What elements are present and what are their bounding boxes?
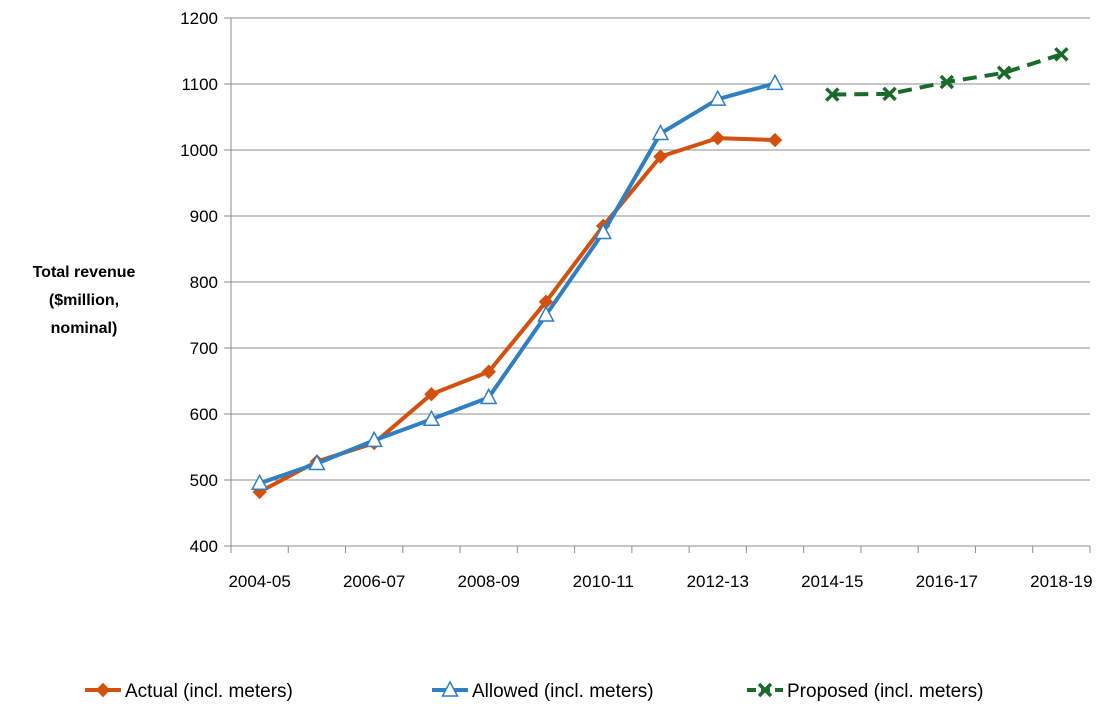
x-marker-stroke [882,86,897,102]
y-tick-label: 1200 [180,9,218,28]
data-point [250,473,269,491]
legend-swatch-marker [95,682,111,698]
data-point [424,386,439,402]
x-tick-label: 2006-07 [343,572,405,591]
data-point [767,132,783,148]
x-tick-label: 2014-15 [801,572,863,591]
series-2 [250,73,784,491]
legend-swatch-marker [441,680,459,697]
y-axis-label-line-3: nominal) [51,320,118,337]
data-point [882,86,897,102]
series-1 [252,130,783,500]
x-tick-label: 2018-19 [1030,572,1092,591]
x-marker-stroke [1054,47,1069,62]
series-line [257,136,778,494]
data-point [653,149,668,164]
x-tick-label: 2004-05 [228,572,290,591]
x-tick-labels: 2004-05 2006-07 2008-09 2010-11 2012-13 2014-… [228,572,1092,591]
y-axis-label-line-2: ($million, [49,292,119,309]
grid-lines [231,17,1090,481]
data-point [996,65,1012,81]
x-marker-stroke [939,74,955,90]
series-line [832,52,1062,97]
y-tick-label: 1100 [181,75,218,94]
data-point [939,74,955,90]
y-tick-labels: 400 500 600 700 800 900 1000 1100 1200 [180,9,218,556]
y-tick-label: 400 [190,537,218,556]
data-point [651,123,670,141]
series-line [257,81,778,486]
legend: Actual (incl. meters) Allowed (incl. mete… [85,680,983,702]
legend-swatch-marker [757,682,773,698]
data-point [308,453,326,471]
data-point [479,387,498,405]
x-tick-label: 2016-17 [916,572,978,591]
series-lines [250,47,1069,500]
legend-label: Allowed (incl. meters) [472,681,654,702]
data-point [825,87,840,102]
legend-item-3: Proposed (incl. meters) [747,681,983,702]
axes [224,17,1091,553]
series-3 [825,47,1069,102]
data-point [422,409,441,427]
y-axis-label-line-1: Total revenue [33,264,136,281]
legend-label: Actual (incl. meters) [125,681,293,702]
legend-item-2: Allowed (incl. meters) [432,680,654,702]
x-tick-label: 2012-13 [687,572,749,591]
data-point [709,89,727,106]
legend-label: Proposed (incl. meters) [787,681,983,702]
data-point [365,430,383,448]
y-tick-label: 700 [190,339,218,358]
data-point [537,305,555,322]
x-tick-label: 2010-11 [573,572,634,591]
data-point [1054,47,1069,62]
y-tick-label: 500 [190,471,218,490]
x-marker-stroke [757,682,773,698]
y-tick-label: 800 [190,273,218,292]
data-point [766,73,784,91]
data-point [710,130,725,146]
legend-item-1: Actual (incl. meters) [85,681,293,702]
x-marker-stroke [825,87,840,102]
x-marker-stroke [996,65,1012,81]
y-tick-label: 600 [190,405,218,424]
data-point [481,364,496,379]
data-point [594,222,612,240]
y-tick-label: 1000 [180,141,218,160]
x-tick-label: 2008-09 [458,572,520,591]
y-tick-label: 900 [190,207,218,226]
